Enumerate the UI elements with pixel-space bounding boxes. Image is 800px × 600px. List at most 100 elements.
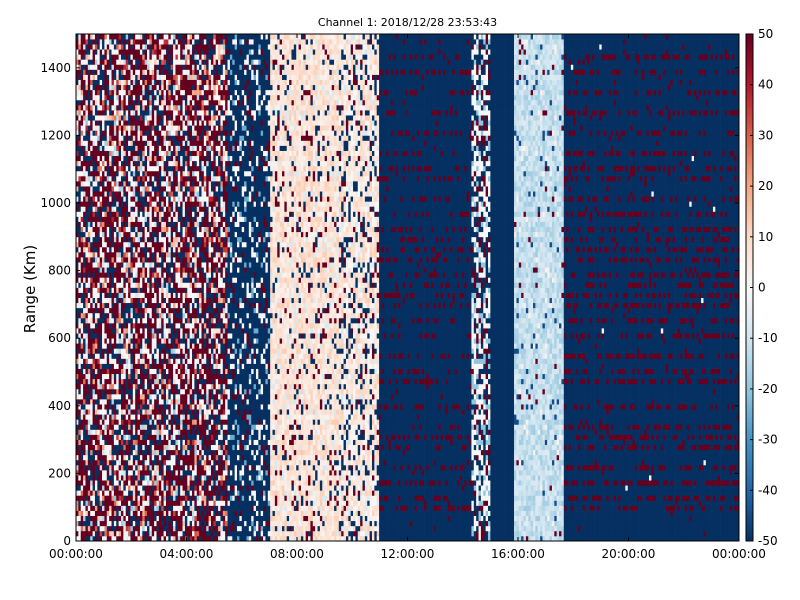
heatmap-cell (90, 232, 93, 237)
heatmap-cell (171, 353, 174, 358)
heatmap-cell (168, 262, 171, 267)
heatmap-cell (126, 511, 129, 516)
heatmap-cell (190, 379, 193, 384)
heatmap-cell (114, 34, 117, 39)
heatmap-cell (119, 105, 122, 110)
heatmap-cell (128, 328, 131, 333)
heatmap-cell (190, 445, 193, 450)
heatmap-cell (95, 166, 98, 171)
heatmap-cell (97, 455, 100, 460)
heatmap-cell (135, 348, 138, 353)
heatmap-cell (90, 242, 93, 247)
heatmap-cell (119, 191, 122, 196)
heatmap-cell (142, 120, 145, 125)
heatmap-cell (187, 288, 190, 293)
heatmap-cell (185, 323, 188, 328)
heatmap-cell (166, 64, 169, 69)
heatmap-cell (187, 211, 190, 216)
heatmap-cell (187, 90, 190, 95)
heatmap-cell (83, 490, 86, 495)
heatmap-cell (123, 39, 126, 44)
heatmap-cell (145, 242, 148, 247)
heatmap-cell (93, 424, 96, 429)
heatmap-cell (147, 455, 150, 460)
heatmap-cell (114, 323, 117, 328)
heatmap-cell (85, 110, 88, 115)
heatmap-cell (90, 440, 93, 445)
heatmap-cell (93, 140, 96, 145)
heatmap-cell (133, 282, 136, 287)
heatmap-cell (95, 272, 98, 277)
heatmap-cell (114, 277, 117, 282)
heatmap-cell (116, 313, 119, 318)
heatmap-cell (138, 379, 141, 384)
heatmap-cell (178, 429, 181, 434)
heatmap-cell (95, 146, 98, 151)
heatmap-cell (190, 120, 193, 125)
heatmap-cell (178, 95, 181, 100)
heatmap-cell (97, 135, 100, 140)
heatmap-cell (183, 445, 186, 450)
heatmap-cell (112, 151, 115, 156)
heatmap-cell (116, 34, 119, 39)
heatmap-cell (192, 485, 195, 490)
heatmap-cell (109, 303, 112, 308)
heatmap-cell (149, 470, 152, 475)
heatmap-cell (149, 186, 152, 191)
heatmap-cell (159, 151, 162, 156)
heatmap-cell (140, 105, 143, 110)
heatmap-cell (142, 196, 145, 201)
heatmap-cell (178, 298, 181, 303)
heatmap-cell (93, 232, 96, 237)
heatmap-cell (175, 308, 178, 313)
heatmap-cell (126, 419, 129, 424)
heatmap-cell (95, 364, 98, 369)
heatmap-cell (126, 125, 129, 130)
heatmap-cell (93, 49, 96, 54)
heatmap-cell (138, 480, 141, 485)
heatmap-cell (128, 323, 131, 328)
heatmap-cell (142, 460, 145, 465)
heatmap-cell (102, 293, 105, 298)
heatmap-cell (183, 156, 186, 161)
heatmap-cell (133, 440, 136, 445)
heatmap-cell (85, 161, 88, 166)
heatmap-cell (161, 206, 164, 211)
heatmap-cell (157, 217, 160, 222)
heatmap-cell (128, 272, 131, 277)
heatmap-cell (107, 333, 110, 338)
heatmap-cell (166, 348, 169, 353)
heatmap-cell (159, 176, 162, 181)
heatmap-cell (121, 308, 124, 313)
heatmap-cell (175, 80, 178, 85)
heatmap-cell (159, 445, 162, 450)
heatmap-cell (173, 90, 176, 95)
heatmap-cell (161, 394, 164, 399)
heatmap-cell (109, 120, 112, 125)
heatmap-cell (185, 389, 188, 394)
heatmap-cell (123, 419, 126, 424)
heatmap-cell (133, 227, 136, 232)
heatmap-cell (104, 455, 107, 460)
heatmap-cell (175, 120, 178, 125)
heatmap-cell (93, 369, 96, 374)
heatmap-cell (180, 323, 183, 328)
heatmap-cell (130, 435, 133, 440)
heatmap-cell (83, 191, 86, 196)
heatmap-cell (119, 500, 122, 505)
heatmap-cell (95, 105, 98, 110)
heatmap-cell (166, 242, 169, 247)
heatmap-cell (168, 206, 171, 211)
heatmap-cell (116, 262, 119, 267)
heatmap-cell (192, 272, 195, 277)
heatmap-cell (185, 526, 188, 531)
heatmap-cell (130, 247, 133, 252)
heatmap-cell (100, 460, 103, 465)
heatmap-cell (128, 120, 131, 125)
heatmap-cell (133, 399, 136, 404)
heatmap-cell (173, 374, 176, 379)
heatmap-cell (190, 206, 193, 211)
heatmap-cell (145, 303, 148, 308)
heatmap-cell (135, 222, 138, 227)
